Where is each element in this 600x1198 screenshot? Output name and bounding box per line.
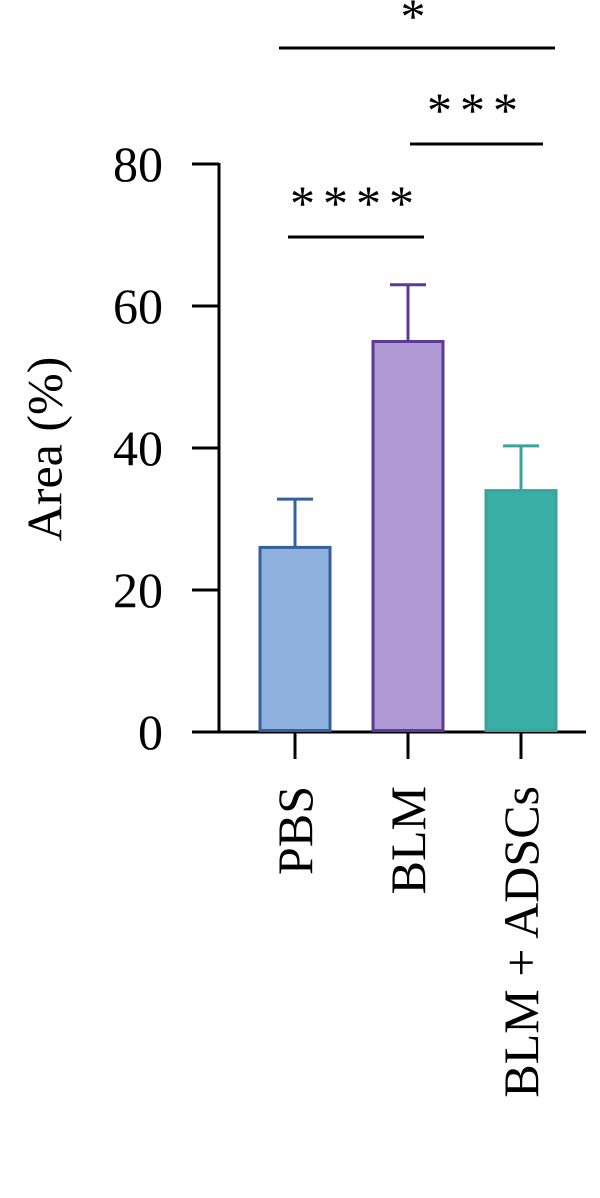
axes: 0 20 40 60 80 PBS BLM BLM + ADSCs [113, 136, 586, 1098]
bars [258, 283, 558, 733]
bar-pbs [258, 545, 332, 733]
y-tick-label: 40 [113, 420, 163, 476]
y-axis-label: Area (%) [16, 357, 72, 542]
significance-label: *** [427, 82, 526, 138]
bar-blm [371, 340, 445, 732]
x-tick-label: BLM + ADSCs [493, 786, 549, 1098]
bar-blm-adscs [484, 489, 558, 732]
significance-brackets: ******** [279, 0, 555, 239]
significance-label: **** [290, 175, 422, 231]
x-tick-label: PBS [267, 786, 323, 875]
x-tick-label: BLM [380, 786, 436, 894]
significance-label: * [401, 0, 434, 44]
y-tick-label: 0 [138, 704, 163, 760]
y-tick-label: 20 [113, 562, 163, 618]
y-tick-label: 80 [113, 136, 163, 192]
y-tick-label: 60 [113, 278, 163, 334]
